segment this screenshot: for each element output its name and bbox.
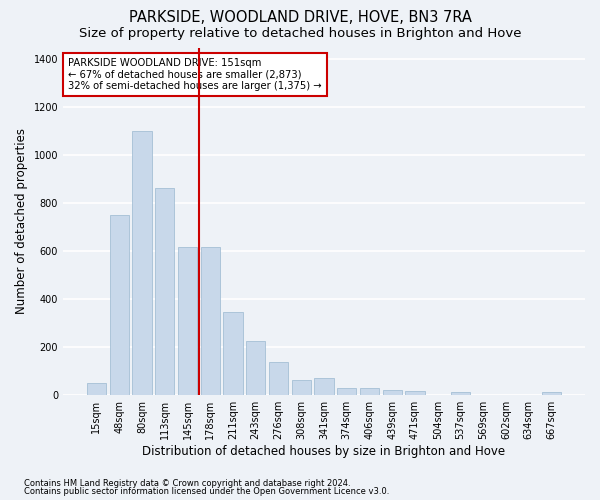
X-axis label: Distribution of detached houses by size in Brighton and Hove: Distribution of detached houses by size … (142, 444, 506, 458)
Bar (406, 391, 425, 394)
Bar (542, 392, 561, 394)
Bar (200, 248, 220, 394)
Text: Contains HM Land Registry data © Crown copyright and database right 2024.: Contains HM Land Registry data © Crown c… (24, 478, 350, 488)
Bar (132, 132, 152, 394)
Bar (110, 215, 129, 394)
Text: PARKSIDE, WOODLAND DRIVE, HOVE, BN3 7RA: PARKSIDE, WOODLAND DRIVE, HOVE, BN3 7RA (128, 10, 472, 25)
Bar (269, 362, 288, 394)
Bar (87, 382, 106, 394)
Bar (337, 388, 356, 394)
Text: Contains public sector information licensed under the Open Government Licence v3: Contains public sector information licen… (24, 487, 389, 496)
Bar (383, 390, 402, 394)
Bar (178, 248, 197, 394)
Y-axis label: Number of detached properties: Number of detached properties (15, 128, 28, 314)
Text: Size of property relative to detached houses in Brighton and Hove: Size of property relative to detached ho… (79, 28, 521, 40)
Bar (292, 380, 311, 394)
Bar (246, 341, 265, 394)
Bar (360, 388, 379, 394)
Bar (223, 312, 242, 394)
Bar (314, 378, 334, 394)
Bar (155, 188, 175, 394)
Text: PARKSIDE WOODLAND DRIVE: 151sqm
← 67% of detached houses are smaller (2,873)
32%: PARKSIDE WOODLAND DRIVE: 151sqm ← 67% of… (68, 58, 322, 91)
Bar (451, 392, 470, 394)
